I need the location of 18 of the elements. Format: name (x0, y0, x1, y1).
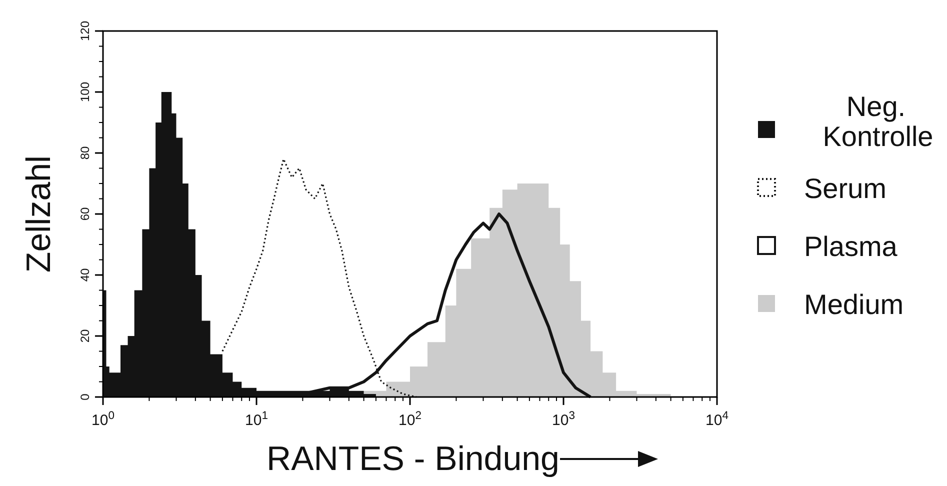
y-tick-label: 40 (78, 268, 92, 282)
legend-label: Plasma (804, 231, 898, 262)
y-tick-label: 80 (78, 146, 92, 160)
x-tick-label: 10$^{0}$ (92, 410, 114, 429)
y-tick-label: 0 (78, 393, 92, 400)
x-axis-title: RANTES - Bindung (266, 440, 560, 478)
y-tick-label: 100 (78, 82, 92, 102)
x-tick-label: 10$^{1}$ (245, 410, 268, 429)
text: Neg. Kontrolle (822, 91, 934, 152)
legend-label: Medium (804, 289, 904, 320)
legend-label: Serum (804, 173, 886, 204)
y-tick-label: 60 (78, 207, 92, 221)
y-tick-label: 120 (78, 20, 92, 42)
y-axis-title: Zellzahl (20, 155, 58, 273)
x-tick-label: 10$^{3}$ (552, 410, 575, 429)
y-tick-label: 20 (78, 329, 92, 343)
x-tick-label: 10$^{4}$ (706, 410, 728, 429)
x-tick-label: 10$^{2}$ (398, 410, 422, 429)
